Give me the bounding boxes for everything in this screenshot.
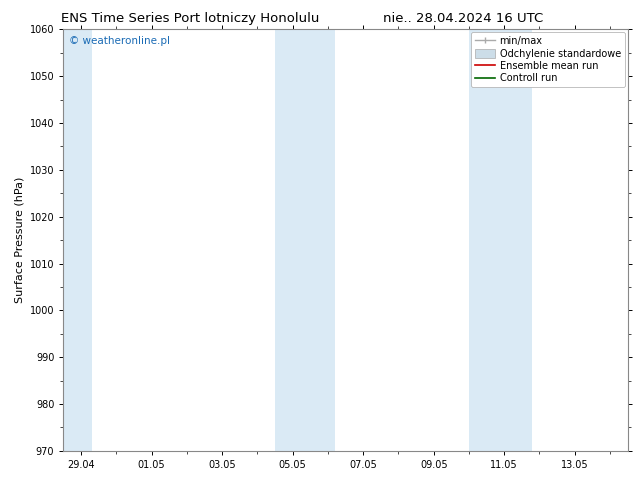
Text: nie.. 28.04.2024 16 UTC: nie.. 28.04.2024 16 UTC xyxy=(383,12,543,25)
Legend: min/max, Odchylenie standardowe, Ensemble mean run, Controll run: min/max, Odchylenie standardowe, Ensembl… xyxy=(472,32,624,87)
Text: ENS Time Series Port lotniczy Honolulu: ENS Time Series Port lotniczy Honolulu xyxy=(61,12,320,25)
Text: © weatheronline.pl: © weatheronline.pl xyxy=(69,36,170,46)
Bar xyxy=(275,29,335,451)
Y-axis label: Surface Pressure (hPa): Surface Pressure (hPa) xyxy=(14,177,24,303)
Bar xyxy=(469,29,533,451)
Bar xyxy=(63,29,92,451)
